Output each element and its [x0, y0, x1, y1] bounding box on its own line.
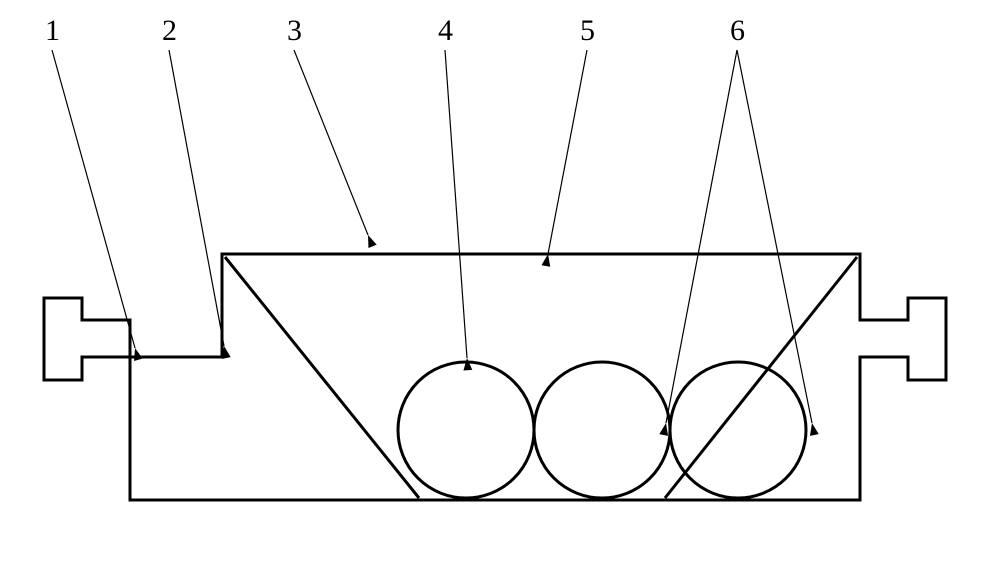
arrowhead [134, 348, 143, 361]
leader-3 [294, 50, 368, 235]
leader-2 [169, 50, 224, 346]
arrowhead [810, 423, 819, 436]
callout-label-2: 2 [162, 14, 177, 47]
arrowhead [368, 235, 377, 248]
cross-section-outline [44, 254, 946, 500]
inner-line-0 [225, 257, 419, 498]
arrowhead [463, 358, 472, 370]
leader-4 [445, 50, 467, 358]
arrowhead [659, 423, 668, 436]
callout-label-6: 6 [730, 14, 745, 47]
bore-circle-0 [398, 362, 534, 498]
callout-label-5: 5 [580, 14, 595, 47]
leader-6-1 [737, 50, 812, 423]
bore-circle-1 [534, 362, 670, 498]
leader-1 [52, 50, 135, 348]
arrowhead [542, 254, 551, 267]
callout-label-1: 1 [45, 14, 60, 47]
callout-label-3: 3 [287, 14, 302, 47]
leader-6-0 [666, 50, 737, 423]
leader-5 [548, 50, 587, 254]
bore-circle-2 [670, 362, 806, 498]
callout-label-4: 4 [438, 14, 453, 47]
